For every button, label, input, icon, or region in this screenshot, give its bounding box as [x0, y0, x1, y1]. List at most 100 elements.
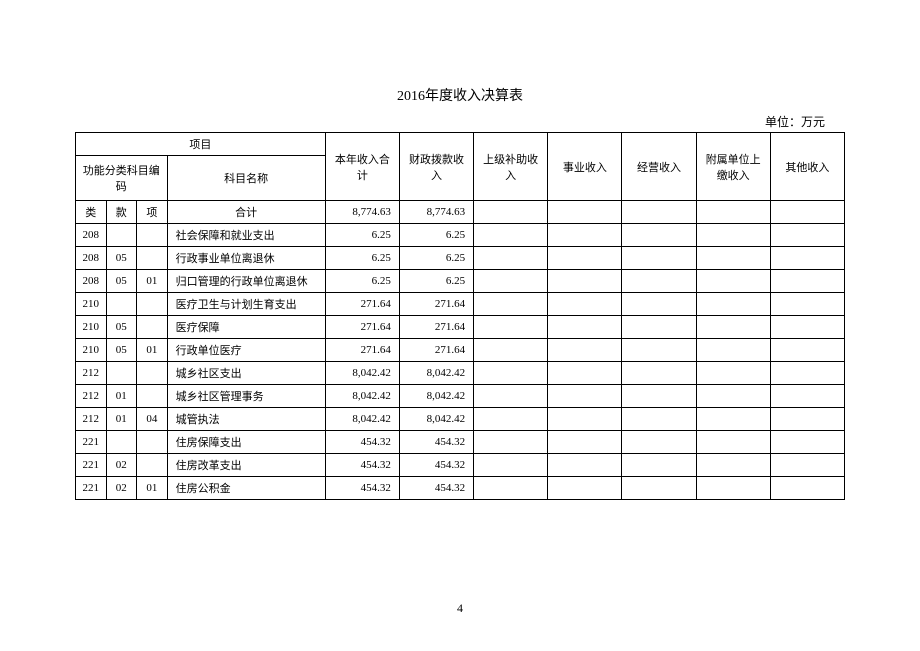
- cell-bus: [548, 270, 622, 293]
- header-other-income: 其他收入: [770, 133, 844, 201]
- cell-kuan: [106, 362, 137, 385]
- cell-kuan: 05: [106, 247, 137, 270]
- cell-oth: [770, 431, 844, 454]
- cell-sub: [696, 247, 770, 270]
- cell-total: 8,042.42: [325, 408, 399, 431]
- income-table: 项目 本年收入合计 财政拨款收入 上级补助收入 事业收入 经营收入 附属单位上缴…: [75, 132, 845, 500]
- table-row: 2080501归口管理的行政单位离退休6.256.25: [76, 270, 845, 293]
- cell-fiscal: 454.32: [399, 454, 473, 477]
- cell-xiang: [137, 316, 168, 339]
- cell-sup: [474, 454, 548, 477]
- cell-xiang: [137, 385, 168, 408]
- cell-lei: 212: [76, 362, 107, 385]
- unit-label: 单位：万元: [75, 113, 845, 130]
- cell-sub: [696, 293, 770, 316]
- cell-kuan: 05: [106, 316, 137, 339]
- cell-name: 住房保障支出: [167, 431, 325, 454]
- cell-oth: [770, 224, 844, 247]
- cell-name: 医疗卫生与计划生育支出: [167, 293, 325, 316]
- cell-name: 医疗保障: [167, 316, 325, 339]
- cell-op: [622, 408, 696, 431]
- cell-op: [622, 454, 696, 477]
- cell-op: [622, 316, 696, 339]
- header-heji-op: [622, 201, 696, 224]
- cell-bus: [548, 316, 622, 339]
- cell-sub: [696, 477, 770, 500]
- cell-bus: [548, 431, 622, 454]
- cell-sup: [474, 408, 548, 431]
- cell-fiscal: 271.64: [399, 316, 473, 339]
- header-heji-sub: [696, 201, 770, 224]
- cell-xiang: 01: [137, 477, 168, 500]
- cell-bus: [548, 293, 622, 316]
- cell-fiscal: 6.25: [399, 247, 473, 270]
- cell-fiscal: 8,042.42: [399, 408, 473, 431]
- cell-kuan: 01: [106, 385, 137, 408]
- cell-oth: [770, 385, 844, 408]
- header-xiang: 项: [137, 201, 168, 224]
- cell-fiscal: 454.32: [399, 431, 473, 454]
- cell-total: 454.32: [325, 477, 399, 500]
- table-row: 2120104城管执法8,042.428,042.42: [76, 408, 845, 431]
- cell-name: 城乡社区支出: [167, 362, 325, 385]
- cell-total: 6.25: [325, 270, 399, 293]
- header-fiscal-income: 财政拨款收入: [399, 133, 473, 201]
- cell-total: 271.64: [325, 293, 399, 316]
- cell-oth: [770, 362, 844, 385]
- page-number: 4: [0, 601, 920, 616]
- table-header: 项目 本年收入合计 财政拨款收入 上级补助收入 事业收入 经营收入 附属单位上缴…: [76, 133, 845, 224]
- cell-xiang: [137, 293, 168, 316]
- cell-op: [622, 477, 696, 500]
- cell-name: 归口管理的行政单位离退休: [167, 270, 325, 293]
- cell-bus: [548, 454, 622, 477]
- cell-sup: [474, 431, 548, 454]
- header-kuan: 款: [106, 201, 137, 224]
- table-row: 221住房保障支出454.32454.32: [76, 431, 845, 454]
- cell-name: 城乡社区管理事务: [167, 385, 325, 408]
- header-lei: 类: [76, 201, 107, 224]
- cell-oth: [770, 293, 844, 316]
- header-func-code: 功能分类科目编码: [76, 156, 168, 201]
- cell-name: 城管执法: [167, 408, 325, 431]
- cell-total: 454.32: [325, 431, 399, 454]
- table-row: 20805行政事业单位离退休6.256.25: [76, 247, 845, 270]
- header-heji-oth: [770, 201, 844, 224]
- cell-oth: [770, 454, 844, 477]
- cell-op: [622, 431, 696, 454]
- cell-xiang: [137, 224, 168, 247]
- cell-lei: 208: [76, 247, 107, 270]
- header-project: 项目: [76, 133, 326, 156]
- cell-lei: 210: [76, 293, 107, 316]
- cell-fiscal: 8,042.42: [399, 385, 473, 408]
- cell-sup: [474, 293, 548, 316]
- header-business-income: 事业收入: [548, 133, 622, 201]
- cell-xiang: [137, 454, 168, 477]
- cell-name: 住房公积金: [167, 477, 325, 500]
- cell-oth: [770, 477, 844, 500]
- cell-oth: [770, 316, 844, 339]
- cell-op: [622, 339, 696, 362]
- cell-sub: [696, 431, 770, 454]
- cell-bus: [548, 224, 622, 247]
- cell-sup: [474, 316, 548, 339]
- header-heji-total: 8,774.63: [325, 201, 399, 224]
- cell-bus: [548, 477, 622, 500]
- cell-kuan: [106, 431, 137, 454]
- cell-sup: [474, 247, 548, 270]
- cell-lei: 212: [76, 385, 107, 408]
- header-subject-name: 科目名称: [167, 156, 325, 201]
- header-total-income: 本年收入合计: [325, 133, 399, 201]
- cell-sup: [474, 477, 548, 500]
- cell-sub: [696, 408, 770, 431]
- cell-xiang: [137, 362, 168, 385]
- header-heji-bus: [548, 201, 622, 224]
- cell-bus: [548, 339, 622, 362]
- cell-lei: 212: [76, 408, 107, 431]
- cell-total: 454.32: [325, 454, 399, 477]
- cell-sub: [696, 454, 770, 477]
- cell-fiscal: 8,042.42: [399, 362, 473, 385]
- cell-kuan: 05: [106, 270, 137, 293]
- header-heji: 合计: [167, 201, 325, 224]
- cell-total: 6.25: [325, 224, 399, 247]
- cell-bus: [548, 408, 622, 431]
